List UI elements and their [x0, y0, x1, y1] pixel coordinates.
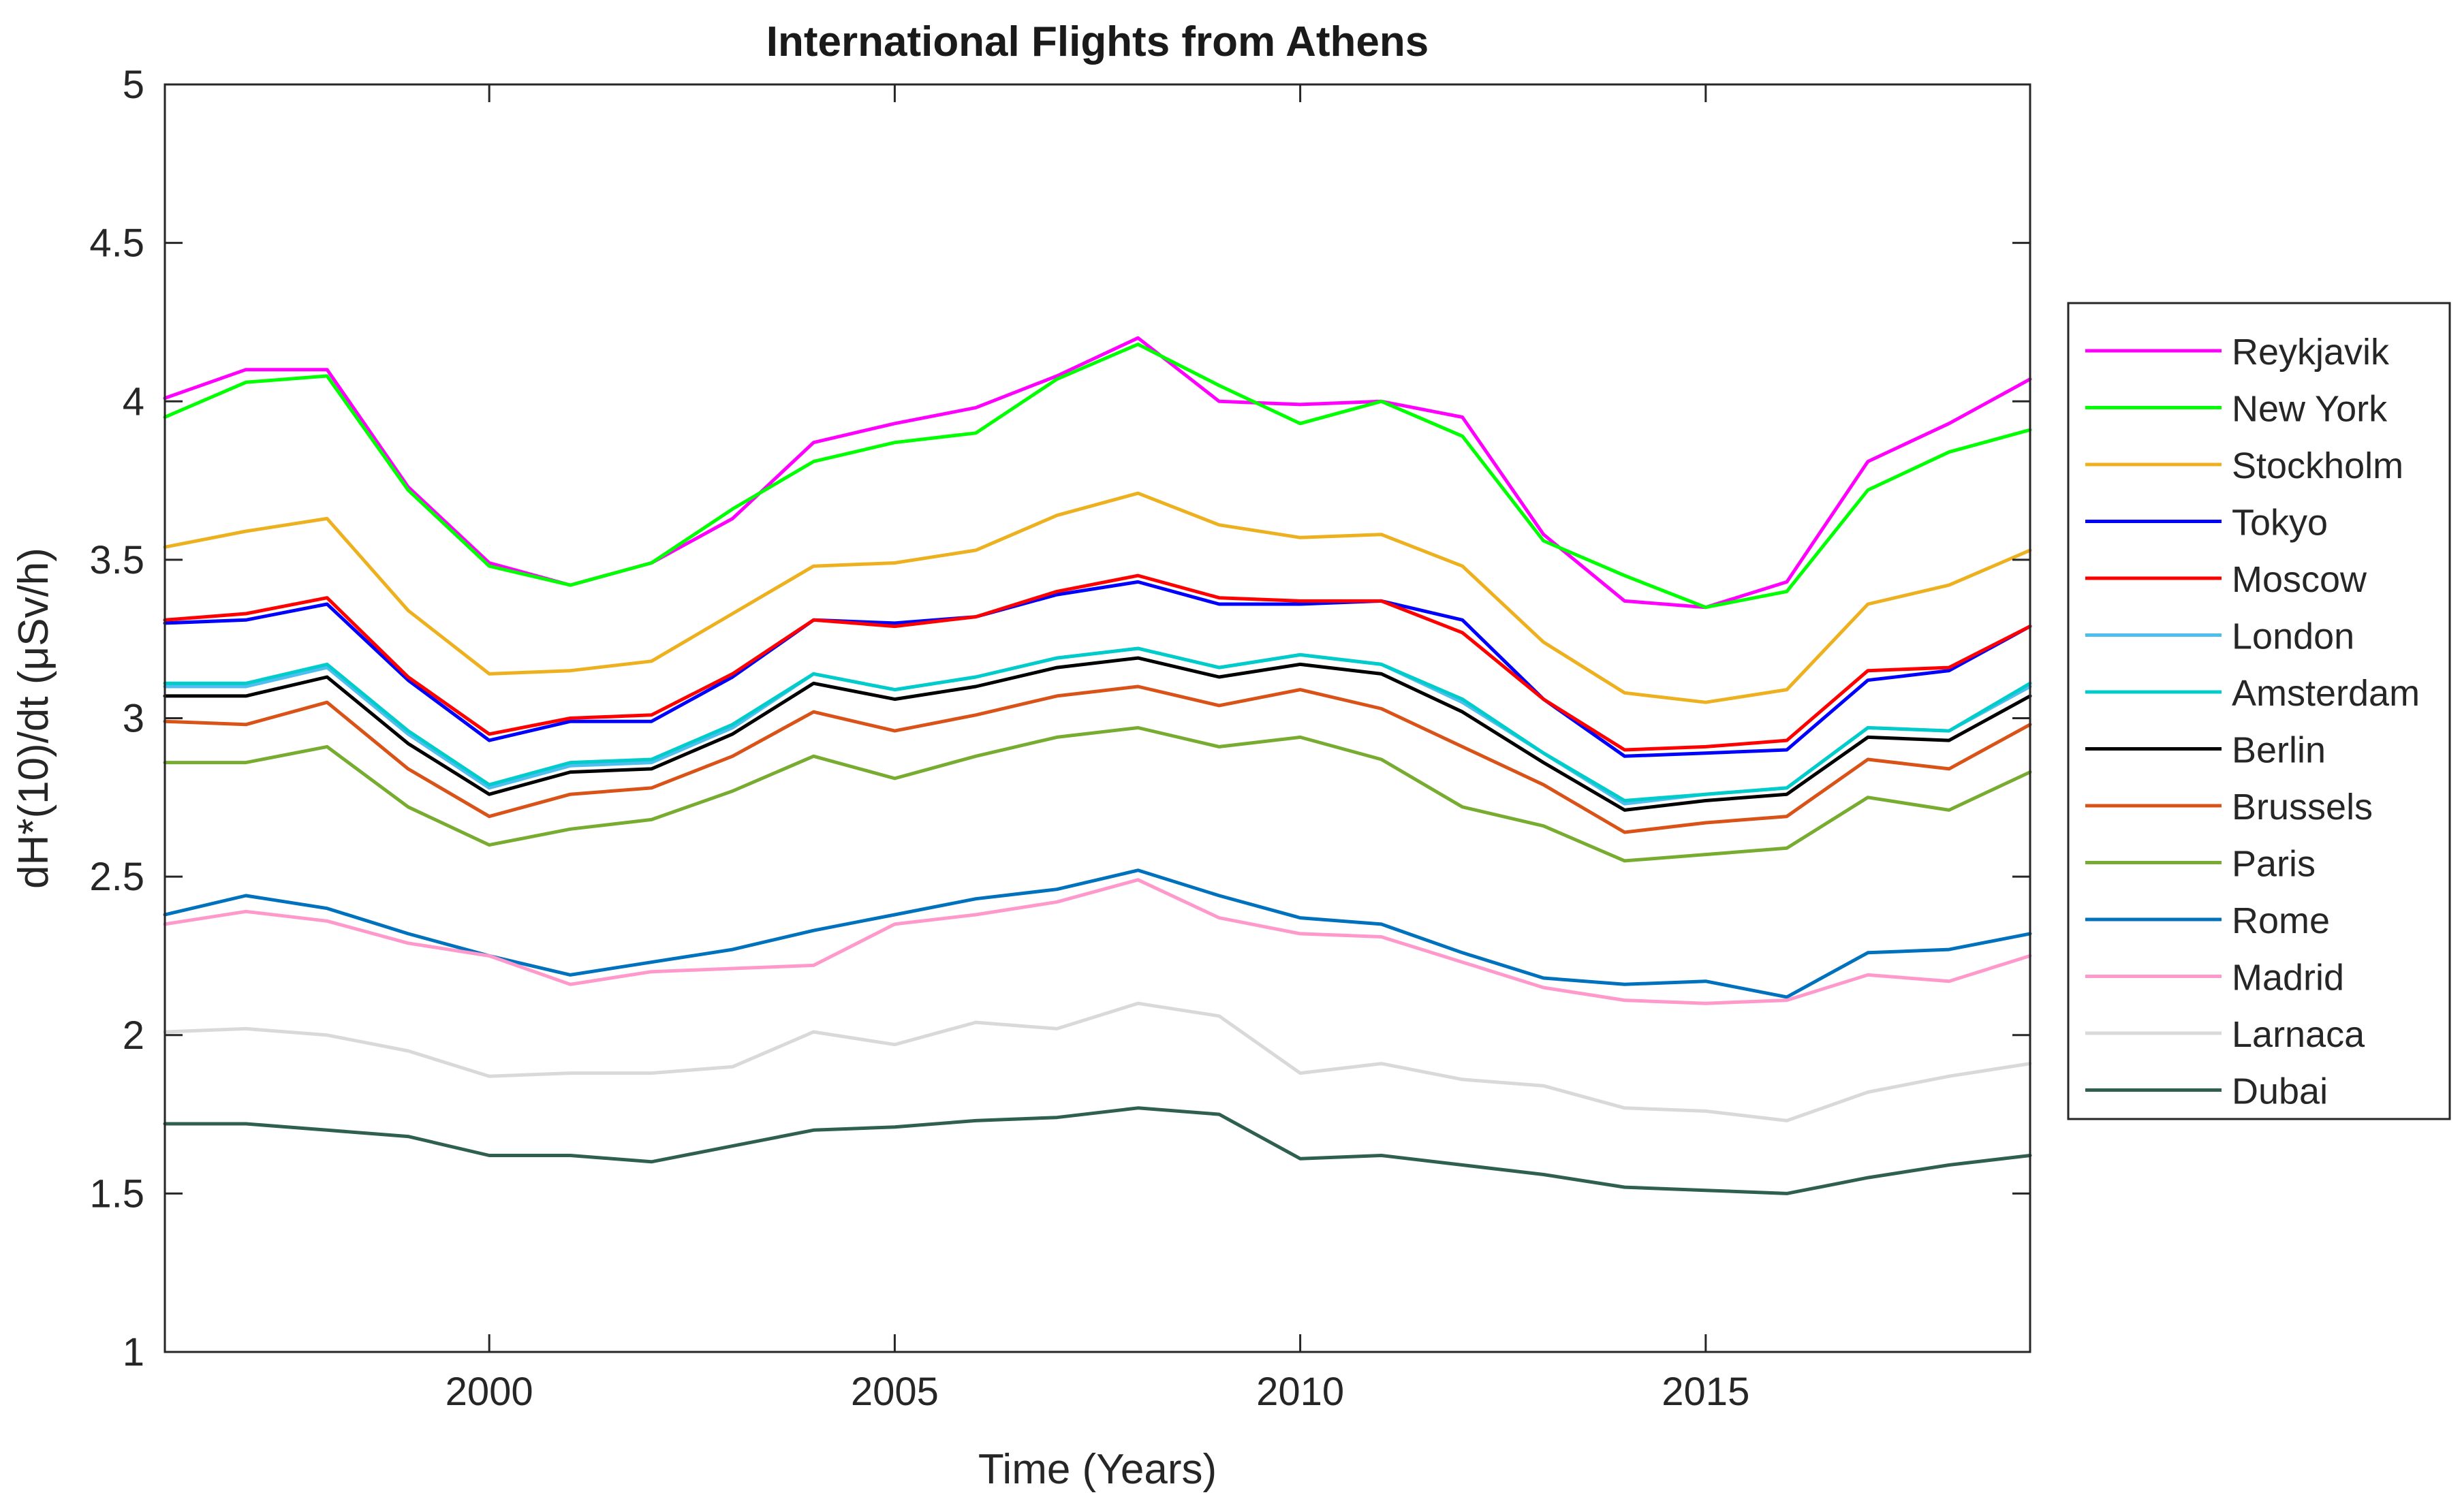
- y-tick-label: 4.5: [89, 221, 144, 266]
- y-tick-label: 1: [123, 1330, 144, 1374]
- legend-label: Tokyo: [2232, 503, 2328, 544]
- y-tick-label: 2: [123, 1013, 144, 1058]
- y-tick-label: 3: [123, 697, 144, 741]
- series-line-brussels: [163, 684, 2032, 834]
- y-tick-label: 2.5: [89, 855, 144, 899]
- legend-label: Brussels: [2232, 787, 2373, 828]
- chart-title: International Flights from Athens: [766, 18, 1429, 65]
- series-line-amsterdam: [163, 646, 2032, 802]
- series-line-dubai: [163, 1106, 2032, 1195]
- series-line-madrid: [163, 878, 2032, 1005]
- y-tick-label: 3.5: [89, 538, 144, 582]
- legend-label: Berlin: [2232, 730, 2326, 771]
- series-line-new-york: [163, 343, 2032, 610]
- series-line-stockholm: [163, 491, 2032, 704]
- series-line-tokyo: [163, 580, 2032, 758]
- x-axis-label: Time (Years): [978, 1446, 1217, 1493]
- legend-label: New York: [2232, 389, 2388, 430]
- legend-label: Moscow: [2232, 559, 2367, 600]
- legend-label: Rome: [2232, 900, 2330, 941]
- y-tick-label: 4: [123, 379, 144, 424]
- series-line-berlin: [163, 656, 2032, 812]
- y-axis-label: dH*(10)/dt (μSv/h): [10, 548, 57, 889]
- x-tick-label: 2005: [851, 1370, 939, 1414]
- series-line-moscow: [163, 573, 2032, 752]
- legend-label: London: [2232, 616, 2354, 657]
- legend-label: Amsterdam: [2232, 673, 2420, 714]
- legend-label: Larnaca: [2232, 1014, 2365, 1055]
- x-tick-label: 2015: [1662, 1370, 1749, 1414]
- series-line-larnaca: [163, 1001, 2032, 1122]
- x-tick-label: 2000: [446, 1370, 533, 1414]
- legend-box: [2067, 302, 2451, 1120]
- legend-label: Reykjavik: [2232, 332, 2390, 373]
- x-tick-label: 2010: [1256, 1370, 1344, 1414]
- legend: Reykjavik New York Stockholm Tokyo Moscow Lon…: [2067, 302, 2451, 1120]
- legend-label: Dubai: [2232, 1071, 2328, 1112]
- series-lines: [163, 336, 2032, 1195]
- legend-label: Madrid: [2232, 958, 2344, 998]
- plot-area: [165, 84, 2030, 1352]
- axes: 1 1.5 2 2.5 3 3.5 4 4.5 5 2000 2005 2010 2015: [89, 63, 2031, 1414]
- y-tick-label: 1.5: [89, 1171, 144, 1216]
- legend-label: Stockholm: [2232, 445, 2403, 486]
- legend-label: Paris: [2232, 844, 2316, 885]
- series-line-paris: [163, 726, 2032, 863]
- y-tick-label: 5: [123, 63, 144, 107]
- plot-background: [165, 84, 2030, 1352]
